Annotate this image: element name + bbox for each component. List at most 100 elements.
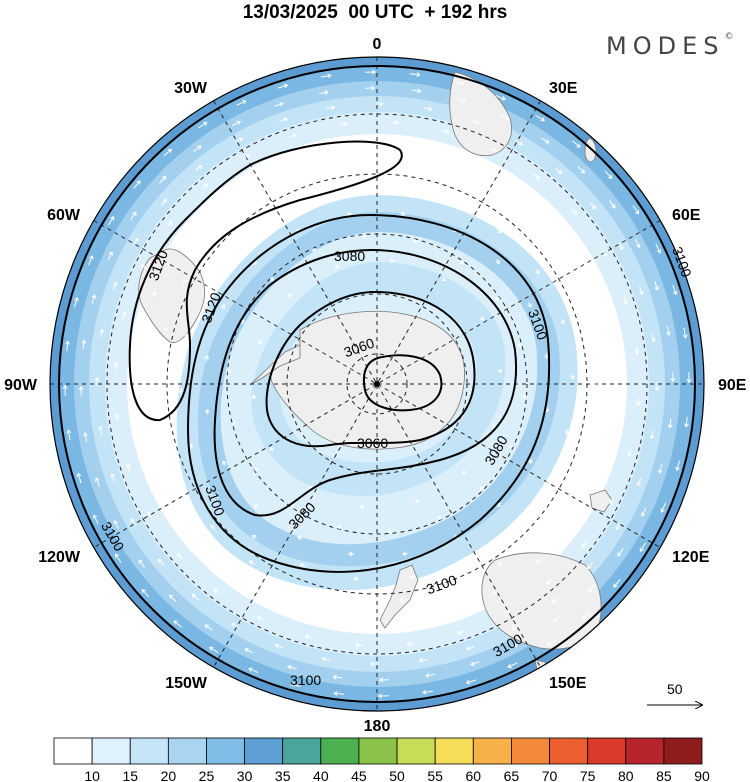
wind-arrow [158, 558, 165, 566]
colorbar-swatch [396, 737, 436, 765]
wind-arrow [617, 548, 624, 557]
wind-arrow [582, 611, 591, 620]
colorbar-swatch [587, 737, 627, 765]
wind-arrow [137, 342, 143, 350]
wind-arrow [81, 339, 87, 350]
colorbar-tick-label: 60 [466, 768, 482, 782]
colorbar-tick-label: 80 [618, 768, 634, 782]
colorbar-swatch [53, 737, 93, 765]
wind-arrow [333, 691, 345, 696]
wind-arrow [581, 540, 588, 548]
wind-arrow [361, 234, 367, 240]
wind-arrow [231, 120, 241, 127]
wind-arrow [177, 244, 182, 251]
contour-label: 3100 [290, 672, 321, 688]
wind-arrow [497, 368, 503, 374]
wind-arrow [114, 413, 120, 422]
wind-arrow [389, 258, 395, 264]
wind-arrow [586, 434, 591, 441]
wind-arrow [74, 296, 79, 308]
wind-arrow [560, 318, 565, 325]
colorbar-tick-label: 30 [237, 768, 253, 782]
wind-arrow [113, 361, 119, 370]
wind-arrow [655, 243, 662, 254]
wind-arrow [297, 177, 305, 182]
wind-arrow [279, 117, 288, 123]
wind-arrow [121, 311, 127, 320]
wind-arrow [212, 235, 218, 242]
colorbar-tick-label: 65 [504, 768, 520, 782]
wind-arrow [166, 499, 171, 506]
wind-arrow [377, 693, 389, 699]
wind-arrow [334, 264, 340, 270]
wind-arrow [623, 296, 628, 305]
wind-arrow [609, 200, 616, 209]
wind-arrow [220, 304, 226, 310]
wind-arrow [256, 616, 265, 621]
wind-arrow [613, 578, 621, 588]
wind-arrow [411, 144, 419, 150]
colorbar-tick-label: 85 [656, 768, 672, 782]
wind-arrow [509, 444, 514, 449]
wind-arrow [670, 372, 676, 383]
wind-arrow [295, 585, 302, 590]
wind-arrow [667, 418, 673, 429]
wind-arrow [442, 611, 450, 617]
colorbar-tick-label: 50 [389, 768, 405, 782]
wind-arrow [466, 645, 475, 651]
wind-arrow [535, 269, 540, 275]
wind-arrow [277, 83, 289, 89]
wind-arrow [133, 237, 139, 246]
wind-arrow [78, 385, 84, 396]
wind-arrow [326, 105, 336, 111]
wind-arrow [414, 498, 420, 504]
wind-arrow [513, 641, 523, 648]
lon-label-0: 0 [373, 36, 382, 53]
wind-arrow [114, 553, 122, 563]
wind-arrow [230, 622, 239, 628]
wind-vector-arrows [62, 69, 692, 699]
wind-arrow [632, 205, 640, 215]
colorbar-swatch [206, 737, 245, 765]
wind-arrow [113, 520, 120, 530]
wind-arrow [240, 238, 246, 244]
wind-arrow [497, 228, 503, 234]
wind-arrow [255, 173, 262, 178]
wind-arrow [635, 398, 641, 407]
wind-arrow [375, 101, 385, 107]
wind-arrow [391, 120, 400, 126]
colorbar-swatch [511, 737, 550, 765]
wind-arrow [536, 526, 542, 533]
wind-arrow [289, 133, 298, 138]
wind-arrow [336, 524, 342, 530]
wind-arrow [497, 502, 502, 508]
wind-arrow [508, 524, 514, 530]
wind-arrow [191, 593, 199, 601]
wind-arrow [144, 449, 150, 457]
colorbar-swatch [472, 737, 512, 765]
wind-arrow [495, 296, 500, 302]
wind-arrow [609, 496, 614, 505]
reference-vector-label: 50 [667, 681, 683, 697]
wind-arrow [495, 95, 506, 101]
contour-inner-low [362, 354, 443, 412]
wind-arrow [570, 373, 576, 380]
wind-arrow [181, 480, 186, 488]
wind-arrow [112, 281, 118, 291]
wind-arrow [418, 657, 428, 663]
wind-arrow [195, 165, 203, 172]
wind-arrow [577, 166, 586, 174]
contour-label: 3080 [334, 248, 365, 264]
wind-arrow [62, 384, 68, 396]
colorbar-swatch [625, 737, 665, 765]
lon-label-150e: 150E [549, 675, 587, 692]
wind-arrow [321, 656, 331, 662]
lon-label-120w: 120W [38, 549, 81, 566]
wind-arrow [409, 574, 415, 580]
wind-arrow [166, 220, 173, 228]
wind-arrow [437, 515, 443, 520]
wind-arrow [634, 238, 641, 248]
colorbar-tick-label: 35 [275, 768, 291, 782]
wind-arrow [286, 207, 292, 212]
